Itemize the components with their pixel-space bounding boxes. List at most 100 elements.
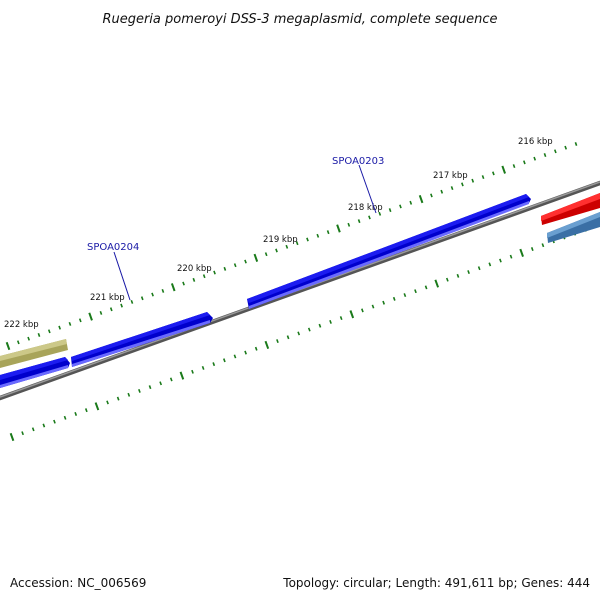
outer-tick-50 bbox=[523, 160, 526, 165]
inner-tick-34 bbox=[371, 304, 375, 309]
gene-label-spoa0203-text: SPOA0203 bbox=[332, 156, 384, 167]
outer-tick-20 bbox=[213, 270, 216, 275]
outer-tick-9 bbox=[99, 310, 103, 315]
gene-label-spoa0204[interactable]: SPOA0204 bbox=[87, 242, 139, 301]
map-title: Ruegeria pomeroyi DSS-3 megaplasmid, com… bbox=[102, 12, 497, 27]
outer-tick-28 bbox=[295, 241, 299, 246]
sequence-backbone bbox=[0, 180, 600, 401]
inner-tick-7 bbox=[84, 408, 88, 413]
kbp-label-217: 217 kbp bbox=[433, 171, 468, 181]
inner-tick-27 bbox=[297, 331, 301, 336]
outer-tick-51 bbox=[533, 156, 537, 161]
inner-tick-32 bbox=[349, 310, 355, 319]
outer-tick-35 bbox=[368, 215, 371, 220]
outer-tick-2 bbox=[27, 336, 31, 341]
gene-forward-left[interactable] bbox=[0, 357, 70, 388]
outer-tick-27 bbox=[285, 244, 289, 249]
outer-tick-37 bbox=[388, 208, 392, 213]
inner-tick-2 bbox=[31, 427, 35, 432]
inner-tick-41 bbox=[445, 277, 449, 282]
inner-tick-31 bbox=[339, 316, 343, 321]
gene-label-spoa0203[interactable]: SPOA0203 bbox=[332, 156, 384, 214]
outer-tick-14 bbox=[151, 292, 154, 297]
outer-tick-19 bbox=[202, 274, 206, 279]
outer-tick-21 bbox=[223, 266, 227, 271]
outer-tick-36 bbox=[378, 211, 382, 216]
feature-olive[interactable] bbox=[0, 339, 68, 368]
outer-tick-53 bbox=[553, 149, 557, 154]
inner-tick-10 bbox=[116, 396, 120, 401]
inner-tick-4 bbox=[53, 419, 56, 424]
kbp-label-222: 222 kbp bbox=[4, 320, 39, 330]
inner-tick-39 bbox=[424, 285, 428, 290]
outer-tick-42 bbox=[440, 189, 444, 194]
accession-text: Accession: NC_006569 bbox=[10, 576, 147, 590]
inner-tick-49 bbox=[530, 247, 534, 251]
inner-tick-30 bbox=[329, 319, 332, 324]
inner-tick-21 bbox=[233, 354, 237, 359]
outer-tick-40 bbox=[418, 194, 424, 204]
inner-tick-9 bbox=[106, 400, 109, 405]
outer-tick-25 bbox=[264, 252, 268, 257]
inner-tick-23 bbox=[254, 346, 258, 351]
outer-tick-32 bbox=[336, 224, 341, 233]
inner-tick-17 bbox=[191, 369, 194, 374]
outer-tick-43 bbox=[450, 186, 454, 191]
outer-tick-17 bbox=[182, 281, 185, 286]
outer-tick-54 bbox=[564, 145, 568, 150]
outer-tick-7 bbox=[78, 318, 82, 323]
inner-tick-29 bbox=[318, 323, 322, 328]
outer-tick-13 bbox=[140, 296, 144, 301]
outer-tick-44 bbox=[461, 182, 464, 187]
inner-tick-36 bbox=[392, 296, 396, 301]
outer-tick-15 bbox=[161, 288, 165, 293]
outer-tick-11 bbox=[120, 303, 123, 308]
inner-tick-5 bbox=[63, 415, 67, 420]
outer-tick-18 bbox=[192, 277, 196, 282]
outer-tick-3 bbox=[37, 333, 41, 337]
inner-tick-48 bbox=[519, 248, 524, 257]
kbp-label-218: 218 kbp bbox=[348, 203, 383, 213]
inner-tick-0 bbox=[9, 432, 15, 442]
inner-tick-28 bbox=[307, 327, 311, 332]
inner-tick-15 bbox=[169, 377, 173, 382]
outer-tick-16 bbox=[170, 283, 176, 292]
gene-spoa0204[interactable] bbox=[71, 312, 213, 367]
outer-tick-24 bbox=[253, 253, 259, 262]
kbp-label-219: 219 kbp bbox=[263, 235, 298, 245]
outer-tick-1 bbox=[16, 340, 20, 345]
gene-reverse-steel[interactable] bbox=[547, 212, 600, 243]
outer-tick-55 bbox=[574, 142, 578, 146]
inner-tick-20 bbox=[222, 358, 226, 363]
outer-tick-8 bbox=[88, 312, 93, 321]
inner-tick-14 bbox=[159, 381, 163, 386]
inner-tick-ring bbox=[9, 224, 598, 442]
inner-tick-44 bbox=[477, 266, 481, 271]
inner-tick-12 bbox=[138, 388, 141, 393]
inner-tick-24 bbox=[264, 340, 270, 350]
outer-tick-49 bbox=[512, 164, 516, 169]
inner-tick-13 bbox=[148, 385, 152, 390]
outer-tick-6 bbox=[68, 321, 72, 326]
kbp-label-221: 221 kbp bbox=[90, 293, 125, 303]
inner-tick-42 bbox=[456, 273, 460, 278]
kbp-label-216: 216 kbp bbox=[518, 137, 553, 147]
outer-tick-41 bbox=[430, 193, 433, 198]
inner-tick-43 bbox=[467, 270, 470, 275]
inner-tick-50 bbox=[541, 243, 545, 248]
kbp-label-220: 220 kbp bbox=[177, 264, 212, 274]
outer-tick-22 bbox=[233, 263, 237, 268]
inner-tick-3 bbox=[42, 423, 46, 428]
outer-tick-10 bbox=[109, 307, 113, 312]
inner-tick-19 bbox=[212, 362, 216, 367]
topology-summary: Topology: circular; Length: 491,611 bp; … bbox=[283, 576, 590, 590]
inner-tick-46 bbox=[499, 258, 502, 263]
outer-tick-30 bbox=[316, 233, 320, 238]
gene-spoa0203[interactable] bbox=[247, 194, 531, 309]
outer-tick-33 bbox=[347, 222, 351, 227]
outer-tick-34 bbox=[357, 219, 361, 224]
inner-tick-16 bbox=[179, 371, 185, 380]
outer-tick-46 bbox=[481, 175, 485, 180]
gene-reverse-red[interactable] bbox=[541, 193, 600, 225]
